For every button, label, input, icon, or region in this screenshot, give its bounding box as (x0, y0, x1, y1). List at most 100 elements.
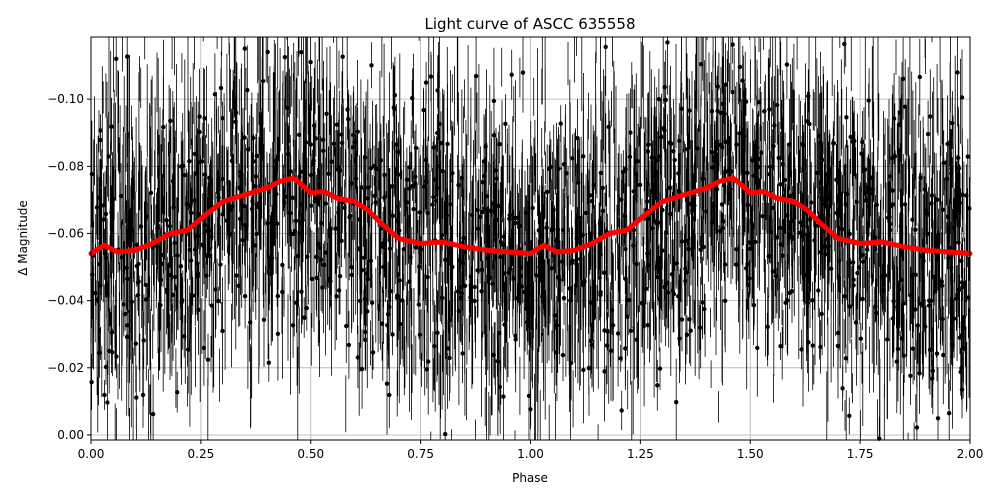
observation-point (208, 180, 213, 185)
observation-point (395, 293, 400, 298)
observation-point (842, 294, 847, 299)
observation-point (775, 235, 780, 240)
observation-point (285, 105, 290, 111)
observation-point (743, 99, 749, 104)
observation-point (831, 141, 836, 146)
observation-point (955, 203, 960, 209)
observation-point (311, 158, 316, 163)
observation-point (261, 317, 267, 322)
observation-point (220, 116, 225, 121)
observation-point (417, 210, 422, 215)
observation-point (798, 220, 803, 225)
observation-point (447, 249, 452, 255)
observation-point (319, 221, 324, 226)
x-tick-label: 0.25 (188, 447, 215, 461)
observation-point (747, 276, 752, 281)
observation-point (392, 93, 398, 98)
observation-point (754, 145, 760, 150)
observation-point (900, 76, 906, 82)
observation-point (229, 158, 235, 163)
observation-point (114, 56, 119, 61)
observation-point (251, 159, 256, 164)
observation-point (819, 197, 825, 202)
observation-point (387, 304, 392, 310)
observation-point (530, 205, 535, 211)
observation-point (902, 202, 908, 207)
observation-point (242, 203, 247, 209)
observation-point (192, 151, 198, 157)
observation-point (588, 338, 593, 343)
observation-point (698, 61, 704, 67)
observation-point (254, 231, 259, 237)
observation-point (626, 298, 631, 303)
observation-point (810, 343, 815, 348)
observation-point (236, 283, 241, 288)
observation-point (506, 270, 511, 275)
observation-point (344, 323, 349, 329)
observation-point (392, 107, 397, 112)
observation-point (836, 258, 841, 264)
observation-point (670, 288, 675, 293)
observation-point (634, 262, 639, 267)
observation-point (363, 337, 368, 343)
observation-point (300, 218, 305, 224)
observation-point (313, 136, 319, 141)
observation-point (855, 270, 860, 276)
observation-point (102, 392, 107, 398)
observation-point (657, 366, 663, 371)
observation-point (397, 278, 402, 283)
observation-point (848, 134, 853, 140)
observation-point (456, 183, 461, 188)
observation-point (94, 297, 100, 303)
observation-point (384, 381, 390, 386)
observation-point (213, 287, 218, 292)
observation-point (364, 271, 369, 276)
observation-point (161, 124, 166, 130)
observation-point (852, 138, 857, 144)
observation-point (851, 283, 856, 288)
observation-point (461, 235, 466, 241)
observation-point (634, 171, 639, 176)
observation-point (175, 390, 180, 395)
observation-point (245, 87, 250, 93)
observation-point (671, 291, 677, 297)
observation-point (458, 285, 463, 290)
observation-point (862, 167, 868, 172)
observation-point (923, 324, 928, 329)
observation-point (721, 219, 726, 224)
observation-point (631, 189, 636, 194)
observation-point (951, 316, 957, 321)
observation-point (134, 242, 140, 247)
observation-point (850, 260, 855, 265)
observation-point (129, 299, 134, 304)
observation-point (568, 298, 573, 303)
observation-point (800, 234, 805, 239)
observation-point (478, 214, 483, 220)
observation-point (209, 303, 214, 308)
observation-point (350, 145, 356, 150)
observation-point (394, 142, 399, 147)
observation-point (318, 257, 324, 262)
observation-point (440, 295, 445, 301)
observation-point (286, 152, 291, 157)
observation-point (346, 116, 351, 122)
observation-point (674, 400, 679, 405)
observation-point (537, 264, 542, 270)
observation-point (555, 227, 560, 232)
observation-point (597, 275, 602, 280)
y-axis-label: Δ Magnitude (16, 200, 30, 276)
observation-point (929, 201, 934, 206)
observation-point (395, 149, 400, 155)
observation-point (661, 126, 666, 131)
observation-point (431, 194, 436, 200)
observation-point (494, 176, 499, 181)
binned-mean-curve (88, 175, 973, 257)
observation-point (561, 162, 567, 167)
observation-point (101, 203, 106, 208)
observation-point (159, 261, 164, 267)
observation-point (650, 226, 655, 231)
observation-point (760, 214, 765, 219)
observation-point (170, 292, 175, 298)
observation-point (159, 252, 164, 258)
observation-point (349, 272, 354, 278)
